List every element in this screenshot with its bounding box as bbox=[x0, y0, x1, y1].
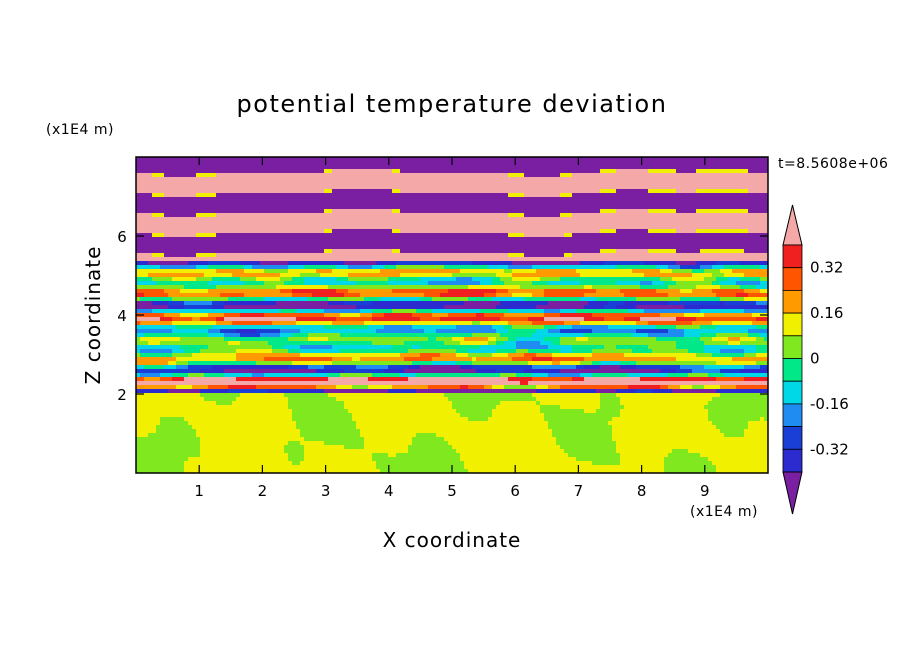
x-tick-label: 5 bbox=[447, 482, 457, 500]
y-tick-label: 2 bbox=[117, 386, 127, 404]
chart-title: potential temperature deviation bbox=[237, 90, 668, 118]
x-tick-label: 1 bbox=[194, 482, 204, 500]
contour-field bbox=[136, 157, 768, 473]
colorbar-tick-label: 0.16 bbox=[810, 304, 843, 322]
colorbar-segment bbox=[782, 426, 803, 450]
x-unit-label: (x1E4 m) bbox=[690, 504, 758, 520]
x-tick-label: 2 bbox=[258, 482, 268, 500]
x-axis-label: X coordinate bbox=[383, 528, 522, 552]
x-tick-label: 4 bbox=[384, 482, 394, 500]
colorbar-tick-label: -0.32 bbox=[810, 440, 849, 458]
time-label: t=8.5608e+06 bbox=[778, 156, 888, 172]
x-tick-label: 3 bbox=[321, 482, 331, 500]
colorbar-tick-labels: 0.32 0.16 0 -0.16 -0.32 bbox=[810, 259, 849, 459]
colorbar-tick-label: -0.16 bbox=[810, 395, 849, 413]
colorbar-segment bbox=[782, 358, 803, 382]
x-axis-ticks: 1 2 3 4 5 6 7 8 9 bbox=[194, 157, 710, 500]
colorbar-segment bbox=[782, 380, 803, 405]
colorbar-segment bbox=[782, 335, 803, 359]
y-axis-label: Z coordinate bbox=[81, 246, 105, 385]
y-axis-ticks: 2 4 6 bbox=[117, 228, 768, 404]
colorbar-extend-top bbox=[782, 204, 803, 246]
colorbar-segment bbox=[782, 403, 803, 427]
colorbar-tick-label: 0.32 bbox=[810, 259, 843, 277]
colorbar-segment bbox=[782, 267, 803, 291]
y-tick-label: 4 bbox=[117, 307, 127, 325]
colorbar-segment bbox=[782, 312, 803, 337]
colorbar-segment bbox=[782, 244, 803, 269]
x-tick-label: 7 bbox=[574, 482, 584, 500]
colorbar-segment bbox=[782, 289, 803, 314]
colorbar-segment bbox=[782, 448, 803, 473]
x-tick-label: 8 bbox=[637, 482, 647, 500]
x-tick-label: 9 bbox=[700, 482, 710, 500]
colorbar-extend-bottom bbox=[782, 471, 803, 515]
colorbar-tick-label: 0 bbox=[810, 350, 820, 368]
x-tick-label: 6 bbox=[510, 482, 520, 500]
y-tick-label: 6 bbox=[117, 228, 127, 246]
y-unit-label: (x1E4 m) bbox=[46, 122, 114, 138]
colorbar bbox=[782, 204, 803, 515]
